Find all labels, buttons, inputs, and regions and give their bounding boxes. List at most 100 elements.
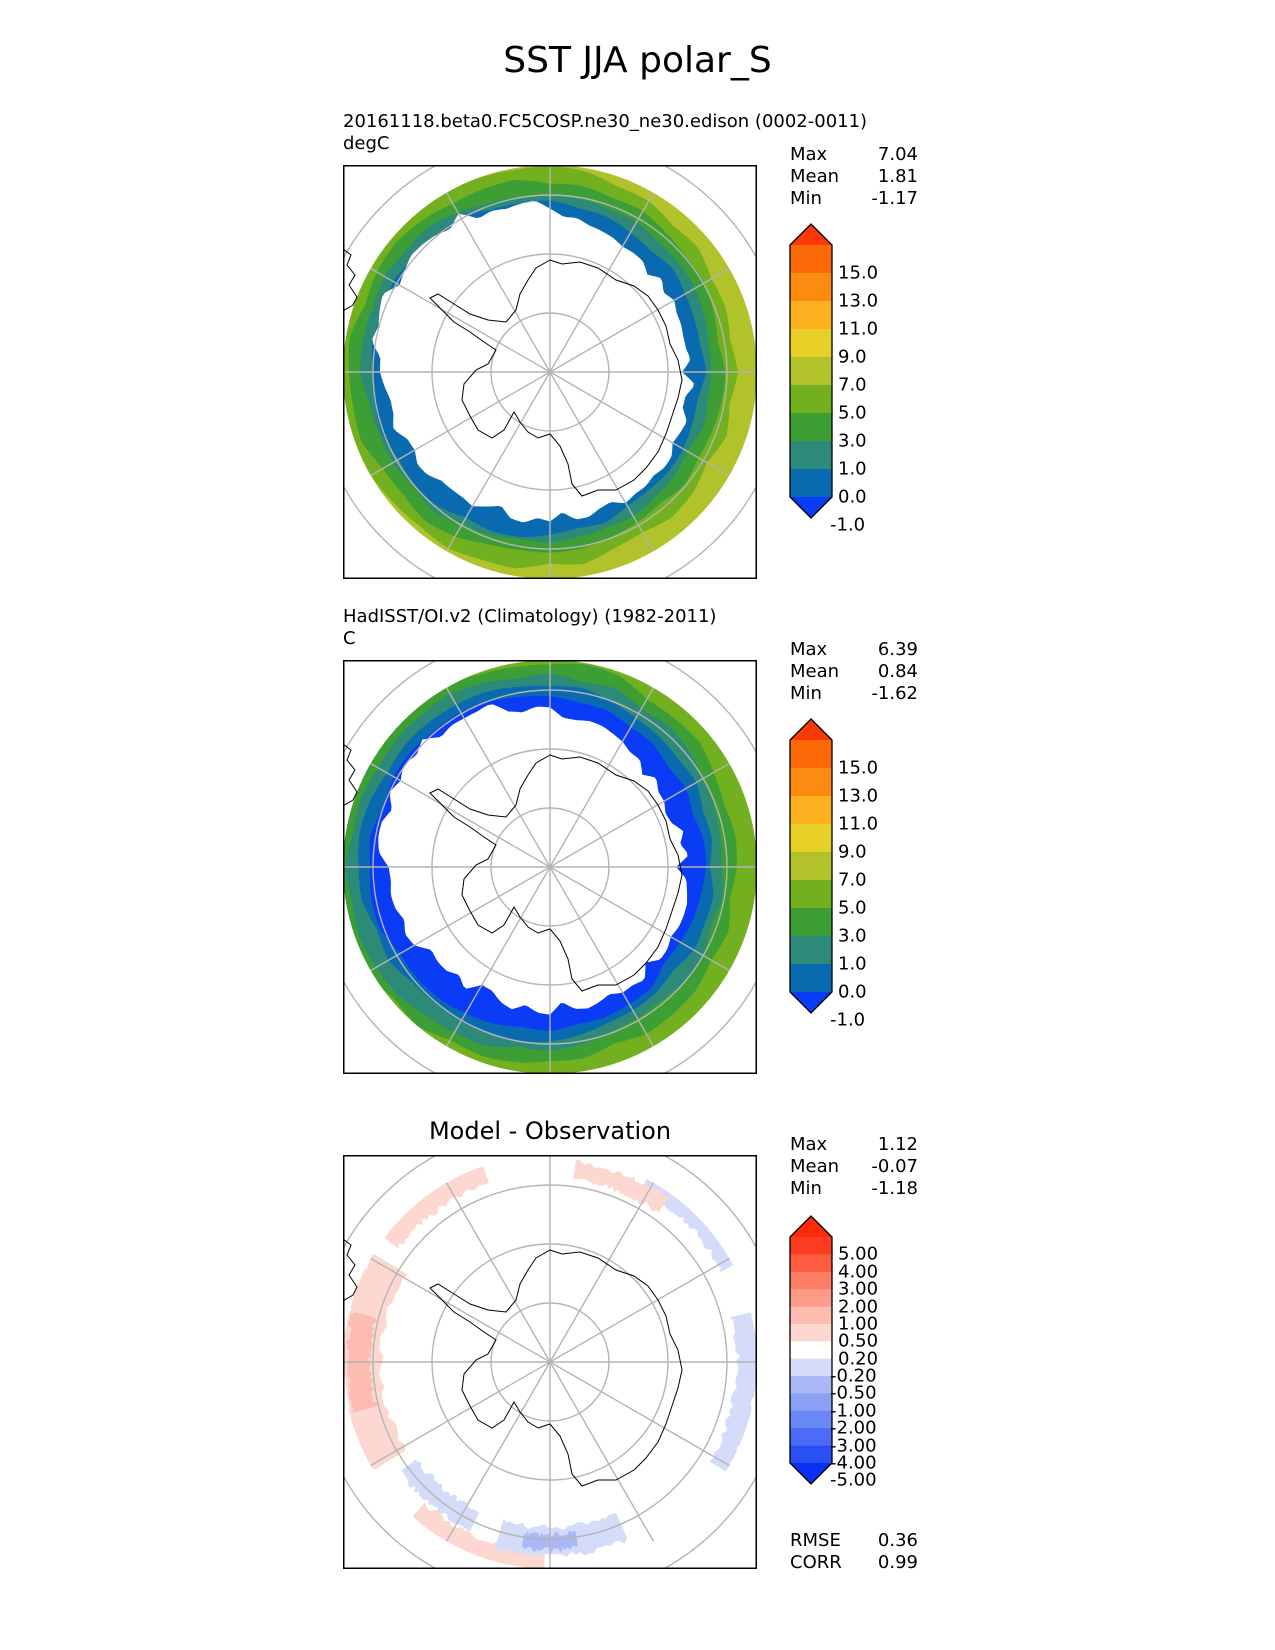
stat-mean: Mean 0.84	[790, 661, 918, 683]
colorbar-swatch	[790, 740, 832, 769]
stats-box: Max 7.04 Mean 1.81 Min -1.17	[790, 144, 918, 210]
map-frame	[343, 660, 757, 1074]
colorbar-swatch	[790, 245, 832, 274]
colorbar-swatch	[790, 301, 832, 330]
colorbar-tick-label: 0.20	[838, 1348, 879, 1370]
colorbar-tick-label: 1.00	[838, 1313, 879, 1335]
coastline-south-america	[343, 1238, 358, 1302]
colorbar-extend-max	[790, 719, 832, 740]
colorbar-tick-label: 9.0	[838, 346, 867, 368]
map-frame	[343, 1155, 757, 1569]
coastline	[429, 754, 683, 992]
colorbar-swatch	[790, 936, 832, 965]
colorbar-tick-label: 15.0	[838, 262, 879, 284]
polar-map	[343, 165, 757, 579]
colorbar-tick-label: -3.00	[830, 1435, 877, 1457]
model-panel: 20161118.beta0.FC5COSP.ne30_ne30.edison …	[0, 0, 1275, 579]
stat-label: Mean	[790, 166, 840, 187]
colorbar-swatch	[790, 329, 832, 358]
stat-mean: Mean 1.81	[790, 166, 918, 188]
colorbar-tick-label: -0.20	[830, 1365, 877, 1387]
colorbar	[789, 1215, 833, 1485]
colorbar-tick-label: -1.0	[830, 514, 866, 536]
colorbar-tick-label: -0.50	[830, 1382, 877, 1404]
panel-title: Model - Observation	[428, 1117, 672, 1145]
colorbar-tick-label: 11.0	[838, 318, 879, 340]
colorbar-swatch	[790, 964, 832, 993]
colorbar-swatch	[790, 385, 832, 414]
difference-patch	[639, 1168, 741, 1273]
colorbar-tick-label: 13.0	[838, 290, 879, 312]
colorbar-swatch	[790, 796, 832, 825]
colorbar-swatch	[790, 1410, 832, 1429]
colorbar-swatch	[790, 469, 832, 498]
metric-rmse: RMSE 0.36	[790, 1530, 918, 1552]
colorbar-extend-max	[790, 1216, 832, 1237]
stat-value: 1.81	[877, 166, 918, 187]
colorbar-tick-label: 0.0	[838, 486, 867, 508]
metric-value: 0.36	[877, 1530, 918, 1551]
stat-label: Mean	[790, 1156, 840, 1177]
colorbar-tick-label: -5.00	[830, 1469, 877, 1491]
colorbar-swatch	[790, 908, 832, 937]
colorbar-tick-label: -4.00	[830, 1452, 877, 1474]
colorbar	[789, 223, 833, 519]
stat-value: 7.04	[877, 144, 918, 165]
difference-patch	[380, 1163, 489, 1249]
metric-label: RMSE	[790, 1530, 841, 1551]
colorbar-outline	[789, 1215, 833, 1485]
colorbar-swatch	[790, 1376, 832, 1394]
stat-label: Min	[790, 188, 822, 209]
stat-min: Min -1.18	[790, 1178, 918, 1200]
coastline-south-america	[343, 248, 358, 312]
colorbar-tick-label: 3.0	[838, 925, 867, 947]
colorbar-swatch	[790, 852, 832, 881]
stat-max: Max 1.12	[790, 1134, 918, 1156]
stat-min: Min -1.62	[790, 683, 918, 705]
colorbar	[789, 718, 833, 1014]
colorbar-swatch	[790, 1254, 832, 1273]
figure-title: SST JJA polar_S	[503, 40, 772, 81]
coastline	[429, 1249, 683, 1487]
colorbar-swatch	[790, 1341, 832, 1360]
observation-panel: HadISST/OI.v2 (Climatology) (1982-2011) …	[0, 495, 1275, 1074]
colorbar-tick-label: 9.0	[838, 841, 867, 863]
colorbar-swatch	[790, 1358, 832, 1377]
coastline-south-america	[343, 743, 358, 807]
stat-value: -1.62	[871, 683, 918, 704]
colorbar-swatch	[790, 768, 832, 797]
panel-units: degC	[343, 133, 390, 154]
stats-box: Max 6.39 Mean 0.84 Min -1.62	[790, 639, 918, 705]
colorbar-tick-label: 0.0	[838, 981, 867, 1003]
colorbar-tick-label: 15.0	[838, 757, 879, 779]
colorbar-tick-label: 5.0	[838, 402, 867, 424]
stat-value: -1.18	[871, 1178, 918, 1199]
colorbar-tick-label: 3.00	[838, 1278, 879, 1300]
colorbar-tick-label: 7.0	[838, 374, 867, 396]
colorbar-extend-min	[790, 497, 832, 518]
stat-value: 0.84	[877, 661, 918, 682]
stat-mean: Mean -0.07	[790, 1156, 918, 1178]
colorbar-tick-label: -1.0	[830, 1009, 866, 1031]
stat-max: Max 6.39	[790, 639, 918, 661]
colorbar-tick-label: 11.0	[838, 813, 879, 835]
colorbar-swatch	[790, 1428, 832, 1447]
colorbar-swatch	[790, 1393, 832, 1412]
colorbar-tick-label: -2.00	[830, 1417, 877, 1439]
panel-run-label: HadISST/OI.v2 (Climatology) (1982-2011)	[343, 606, 717, 627]
stat-max: Max 7.04	[790, 144, 918, 166]
colorbar-tick-label: 7.0	[838, 869, 867, 891]
colorbar-swatch	[790, 1306, 832, 1325]
colorbar-extend-min	[790, 1463, 832, 1484]
stat-value: -0.07	[871, 1156, 918, 1177]
meridian-line	[399, 1155, 701, 1569]
stat-value: 6.39	[877, 639, 918, 660]
colorbar-swatch	[790, 1237, 832, 1255]
colorbar-tick-label: -1.00	[830, 1400, 877, 1422]
stat-label: Min	[790, 1178, 822, 1199]
colorbar-swatch	[790, 441, 832, 470]
stat-label: Max	[790, 1134, 828, 1155]
metric-label: CORR	[790, 1552, 842, 1573]
stat-value: 1.12	[877, 1134, 918, 1155]
meridian-line	[399, 660, 701, 1074]
